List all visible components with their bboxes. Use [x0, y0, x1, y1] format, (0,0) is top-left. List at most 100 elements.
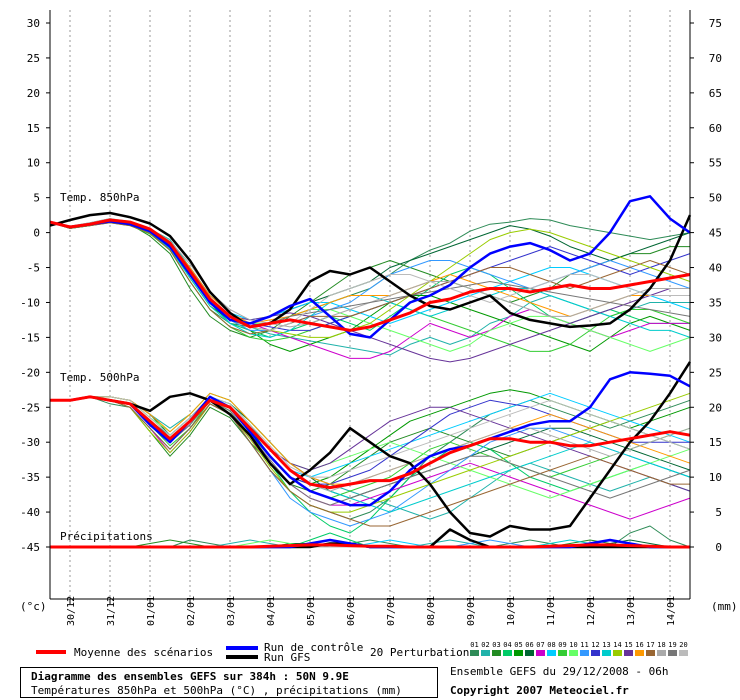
left-tick-label: -10 — [20, 296, 40, 309]
right-tick-label: 15 — [709, 436, 722, 449]
section-label-t850: Temp. 850hPa — [60, 191, 139, 204]
perturbation-swatch-05 — [514, 650, 523, 656]
x-tick-label: 01/01 — [146, 596, 157, 626]
perturbation-swatch-label-14: 14 — [613, 641, 621, 649]
perturbation-swatch-label-16: 16 — [635, 641, 643, 649]
t500-perturbation-line — [50, 396, 691, 520]
run-info: Ensemble GEFS du 29/12/2008 - 06h — [450, 665, 669, 678]
x-tick-label: 05/01 — [306, 596, 317, 626]
perturbation-swatch-20 — [679, 650, 688, 656]
perturbation-swatch-06 — [525, 650, 534, 656]
perturbation-swatches: 01 02 03 04 05 06 07 08 09 10 11 12 13 14 15 16 17 18 19 20 — [470, 641, 688, 656]
chart-subtitle: Températures 850hPa et 500hPa (°C) , pré… — [31, 684, 402, 697]
perturbation-swatch-label-08: 08 — [547, 641, 555, 649]
x-tick-label: 10/01 — [506, 596, 517, 626]
perturbation-swatch-18 — [657, 650, 666, 656]
right-tick-label: 20 — [709, 401, 722, 414]
right-tick-label: 55 — [709, 157, 722, 170]
legend-label-gfs: Run GFS — [264, 651, 310, 664]
right-tick-label: 45 — [709, 227, 722, 240]
perturbation-swatch-label-18: 18 — [657, 641, 665, 649]
perturbation-swatch-label-07: 07 — [536, 641, 544, 649]
right-tick-label: 25 — [709, 366, 722, 379]
precip_mm-mean-line — [50, 543, 690, 549]
left-tick-label: -35 — [20, 471, 40, 484]
x-tick-label: 13/01 — [626, 596, 637, 626]
perturbation-swatch-label-11: 11 — [580, 641, 588, 649]
perturbation-swatch-13 — [602, 650, 611, 656]
perturbation-swatch-08 — [547, 650, 556, 656]
right-tick-label: 75 — [709, 17, 722, 30]
perturbation-swatch-19 — [668, 650, 677, 656]
x-tick-label: 06/01 — [346, 596, 357, 626]
right-tick-label: 10 — [709, 471, 722, 484]
left-axis-unit: (°c) — [20, 600, 47, 613]
perturbation-swatch-label-12: 12 — [591, 641, 599, 649]
perturbation-swatch-label-20: 20 — [679, 641, 687, 649]
perturbation-swatch-01 — [470, 650, 479, 656]
title-box: Diagramme des ensembles GEFS sur 384h : … — [20, 667, 438, 698]
right-tick-label: 70 — [709, 52, 722, 65]
x-tick-label: 07/01 — [386, 596, 397, 626]
chart-grid — [69, 10, 671, 599]
perturbation-swatch-label-01: 01 — [470, 641, 478, 649]
legend: Moyenne des scénarios Run de contrôle Ru… — [36, 641, 688, 664]
right-tick-label: 65 — [709, 87, 722, 100]
left-tick-label: -25 — [20, 401, 40, 414]
left-tick-label: -45 — [20, 541, 40, 554]
perturbation-swatch-02 — [481, 650, 490, 656]
t500-control-line — [50, 371, 691, 507]
left-tick-label: 5 — [33, 192, 40, 205]
right-tick-label: 35 — [709, 296, 722, 309]
left-tick-label: -30 — [20, 436, 40, 449]
x-tick-label: 30/12 — [66, 596, 77, 626]
t500-perturbation-line — [50, 396, 690, 527]
x-tick-label: 08/01 — [426, 596, 437, 626]
x-tick-label: 11/01 — [546, 596, 557, 626]
right-tick-label: 40 — [709, 262, 722, 275]
right-axis-unit: (mm) — [711, 600, 738, 613]
perturbation-swatch-label-15: 15 — [624, 641, 632, 649]
t500-mean-line — [50, 395, 691, 490]
t850-mean-line — [49, 218, 691, 332]
legend-label-control: Run de contrôle — [264, 641, 363, 654]
left-tick-label: -20 — [20, 366, 40, 379]
perturbation-swatch-label-02: 02 — [481, 641, 489, 649]
t850-gfs-line — [49, 211, 692, 329]
left-tick-label: -5 — [27, 262, 40, 275]
perturbation-swatch-15 — [624, 650, 633, 656]
perturbation-swatch-14 — [613, 650, 622, 656]
perturbation-swatch-label-17: 17 — [646, 641, 654, 649]
t850-perturbation-line — [49, 221, 691, 335]
copyright: Copyright 2007 Meteociel.fr — [450, 684, 629, 697]
legend-label-perturbations: 20 Perturbations — [370, 646, 476, 659]
x-tick-label: 12/01 — [586, 596, 597, 626]
perturbation-swatch-16 — [635, 650, 644, 656]
section-label-t500: Temp. 500hPa — [60, 371, 139, 384]
left-tick-label: 30 — [27, 17, 40, 30]
perturbation-swatch-label-13: 13 — [602, 641, 610, 649]
right-tick-label: 30 — [709, 331, 722, 344]
perturbation-swatch-11 — [580, 650, 589, 656]
chart-series — [49, 195, 692, 549]
x-tick-label: 31/12 — [106, 596, 117, 626]
perturbation-swatch-label-04: 04 — [503, 641, 511, 649]
left-tick-label: 25 — [27, 52, 40, 65]
perturbation-swatch-label-19: 19 — [668, 641, 676, 649]
perturbation-swatch-03 — [492, 650, 501, 656]
left-tick-label: -15 — [20, 331, 40, 344]
chart-axes: 30/12 31/12 01/01 02/01 03/01 04/01 05/01 06/01… — [20, 17, 722, 626]
left-tick-label: -40 — [20, 506, 40, 519]
x-tick-label: 14/01 — [666, 596, 677, 626]
right-tick-label: 60 — [709, 122, 722, 135]
legend-label-mean: Moyenne des scénarios — [74, 646, 213, 659]
perturbation-swatch-17 — [646, 650, 655, 656]
perturbation-swatch-label-06: 06 — [525, 641, 533, 649]
right-tick-label: 5 — [715, 506, 722, 519]
right-tick-label: 0 — [715, 541, 722, 554]
x-tick-label: 04/01 — [266, 596, 277, 626]
t500-gfs-line — [50, 361, 692, 538]
perturbation-swatch-10 — [569, 650, 578, 656]
perturbation-swatch-09 — [558, 650, 567, 656]
